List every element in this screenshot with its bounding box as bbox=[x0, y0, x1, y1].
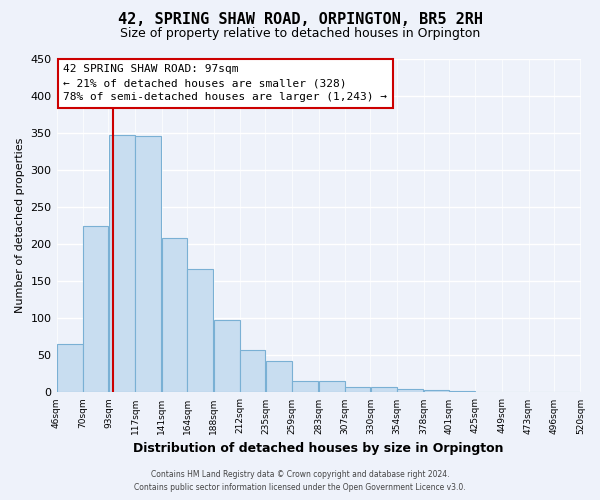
Bar bbox=[83, 226, 108, 392]
Bar bbox=[346, 386, 370, 392]
Bar bbox=[136, 136, 161, 392]
Bar bbox=[162, 238, 187, 392]
Bar bbox=[109, 136, 135, 392]
Bar bbox=[397, 390, 423, 392]
Text: 42 SPRING SHAW ROAD: 97sqm
← 21% of detached houses are smaller (328)
78% of sem: 42 SPRING SHAW ROAD: 97sqm ← 21% of deta… bbox=[63, 64, 387, 102]
Bar bbox=[187, 268, 213, 392]
Bar bbox=[266, 360, 292, 392]
Text: Size of property relative to detached houses in Orpington: Size of property relative to detached ho… bbox=[120, 28, 480, 40]
Bar bbox=[292, 380, 318, 392]
Text: 42, SPRING SHAW ROAD, ORPINGTON, BR5 2RH: 42, SPRING SHAW ROAD, ORPINGTON, BR5 2RH bbox=[118, 12, 482, 28]
Bar bbox=[424, 390, 449, 392]
Y-axis label: Number of detached properties: Number of detached properties bbox=[15, 138, 25, 314]
Bar bbox=[371, 387, 397, 392]
Bar bbox=[449, 391, 475, 392]
Text: Contains HM Land Registry data © Crown copyright and database right 2024.
Contai: Contains HM Land Registry data © Crown c… bbox=[134, 470, 466, 492]
Bar bbox=[319, 382, 345, 392]
X-axis label: Distribution of detached houses by size in Orpington: Distribution of detached houses by size … bbox=[133, 442, 504, 455]
Bar bbox=[241, 350, 265, 393]
Bar bbox=[57, 344, 83, 393]
Bar bbox=[214, 320, 240, 392]
